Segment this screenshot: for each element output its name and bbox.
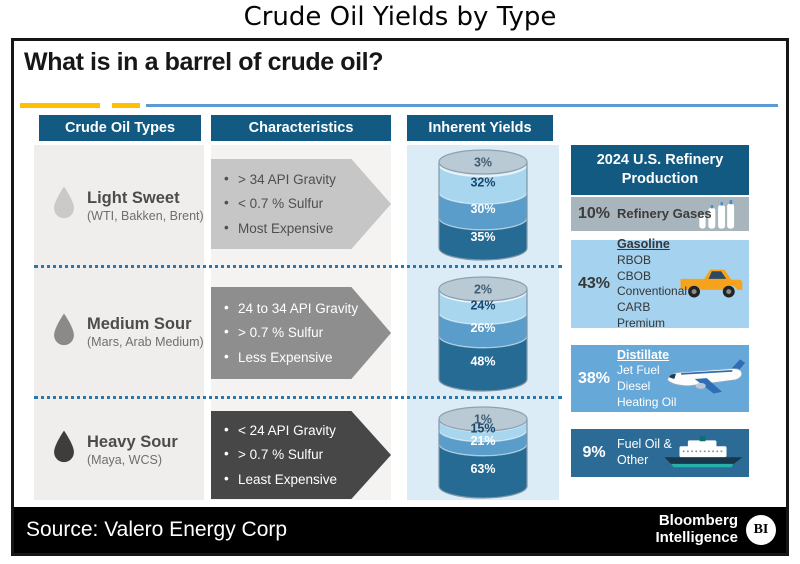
brand-line-1: Bloomberg <box>658 512 738 530</box>
characteristic-item: 24 to 34 API Gravity <box>224 301 391 316</box>
column-header-inherent-yields: Inherent Yields <box>407 115 553 141</box>
refinery-product-list: Distillate Jet Fuel Diesel Heating Oil <box>617 347 676 411</box>
column-header-crude-oil-types: Crude Oil Types <box>39 115 201 141</box>
refinery-item: Jet Fuel <box>617 363 660 377</box>
accent-dash-yellow <box>112 103 140 108</box>
refinery-heading: Gasoline <box>617 237 670 252</box>
characteristics-arrow-medium-sour: 24 to 34 API Gravity > 0.7 % Sulfur Less… <box>211 287 391 379</box>
svg-text:2%: 2% <box>474 283 492 297</box>
source-credit: Source: Valero Energy Corp <box>26 518 288 541</box>
refinery-item: CBOB <box>617 268 652 283</box>
refinery-item: RBOB <box>617 252 652 267</box>
refinery-pct: 10% <box>577 205 611 222</box>
refinery-item: Conventional <box>617 284 688 299</box>
svg-text:24%: 24% <box>470 299 495 313</box>
characteristic-item: Most Expensive <box>224 221 391 236</box>
crude-type-name: Medium Sour <box>87 315 192 333</box>
characteristic-item: > 0.7 % Sulfur <box>224 325 391 340</box>
crude-type-name: Heavy Sour <box>87 432 178 451</box>
refinery-item: CARB <box>617 300 651 315</box>
brand-line-2: Intelligence <box>655 529 738 546</box>
svg-text:26%: 26% <box>470 321 495 335</box>
refinery-row-gases: 10% Refinery Gases <box>571 197 749 231</box>
refinery-pct: 38% <box>577 369 611 387</box>
refinery-product-list: Gasoline RBOB CBOB Conventional CARB Pre… <box>617 236 687 332</box>
gas-bottles-icon <box>691 198 741 230</box>
dotted-separator <box>34 396 562 399</box>
refinery-label: Refinery Gases <box>617 206 712 222</box>
accent-bar-yellow <box>20 103 100 108</box>
yield-barrel-light-sweet: 3% 32% 30% 35% <box>423 149 543 266</box>
crude-type-name: Light Sweet <box>87 188 180 207</box>
characteristic-item: > 0.7 % Sulfur <box>224 447 391 462</box>
yield-barrel-heavy-sour: 1% 15% 21% 63% <box>423 406 543 504</box>
svg-text:48%: 48% <box>470 354 495 368</box>
crude-type-heavy-sour: Heavy Sour (Maya, WCS) <box>34 399 204 500</box>
accent-line-blue <box>146 104 778 107</box>
svg-text:30%: 30% <box>470 202 495 216</box>
refinery-row-distillate: 38% Distillate Jet Fuel Diesel Heating O… <box>571 345 749 412</box>
oil-drop-icon <box>50 429 78 470</box>
svg-text:35%: 35% <box>470 230 495 244</box>
characteristic-item: < 0.7 % Sulfur <box>224 196 391 211</box>
svg-text:32%: 32% <box>470 175 495 189</box>
svg-text:3%: 3% <box>474 156 492 170</box>
characteristic-item: Less Expensive <box>224 350 391 365</box>
refinery-row-gasoline: 43% Gasoline RBOB CBOB Conventional CARB… <box>571 237 749 330</box>
crude-type-examples: (WTI, Bakken, Brent) <box>87 208 204 223</box>
airplane-icon <box>664 356 746 402</box>
dotted-separator <box>34 265 562 268</box>
footer-bar: Source: Valero Energy Corp Bloomberg Int… <box>14 507 786 553</box>
refinery-item: Diesel <box>617 378 651 393</box>
oil-drop-icon <box>50 185 78 226</box>
refinery-production-header: 2024 U.S. Refinery Production <box>571 145 749 195</box>
ship-icon <box>661 434 745 472</box>
refinery-pct: 9% <box>582 444 606 461</box>
refinery-pct: 43% <box>577 275 611 292</box>
pickup-truck-icon <box>678 264 744 304</box>
crude-type-medium-sour: Medium Sour (Mars, Arab Medium) <box>34 268 204 396</box>
characteristics-arrow-heavy-sour: < 24 API Gravity > 0.7 % Sulfur Least Ex… <box>211 411 391 499</box>
svg-text:1%: 1% <box>474 413 492 427</box>
headline: What is in a barrel of crude oil? <box>24 48 384 76</box>
oil-drop-icon <box>50 312 78 353</box>
svg-text:63%: 63% <box>470 462 495 476</box>
refinery-item: Heating Oil <box>617 394 677 409</box>
page-title: Crude Oil Yields by Type <box>243 2 557 32</box>
crude-type-examples: (Maya, WCS) <box>87 452 162 467</box>
main-board: What is in a barrel of crude oil? Crude … <box>11 38 789 556</box>
svg-text:15%: 15% <box>470 422 495 436</box>
characteristic-item: Least Expensive <box>224 472 391 487</box>
refinery-label: Fuel Oil & Other <box>617 437 672 467</box>
crude-type-light-sweet: Light Sweet (WTI, Bakken, Brent) <box>34 145 204 266</box>
refinery-item: Premium <box>617 316 666 330</box>
bi-logo-icon: BI <box>746 515 776 545</box>
yield-barrel-medium-sour: 2% 24% 26% 48% <box>423 276 543 397</box>
characteristic-item: < 24 API Gravity <box>224 423 391 438</box>
svg-text:21%: 21% <box>470 434 495 448</box>
bloomberg-intelligence-logo: Bloomberg Intelligence BI <box>655 512 776 547</box>
refinery-heading: Distillate <box>617 347 670 362</box>
column-header-characteristics: Characteristics <box>211 115 391 141</box>
crude-type-examples: (Mars, Arab Medium) <box>87 335 204 349</box>
characteristic-item: > 34 API Gravity <box>224 172 391 187</box>
characteristics-arrow-light-sweet: > 34 API Gravity < 0.7 % Sulfur Most Exp… <box>211 159 391 249</box>
refinery-row-fuel-oil: 9% Fuel Oil & Other <box>571 429 749 477</box>
